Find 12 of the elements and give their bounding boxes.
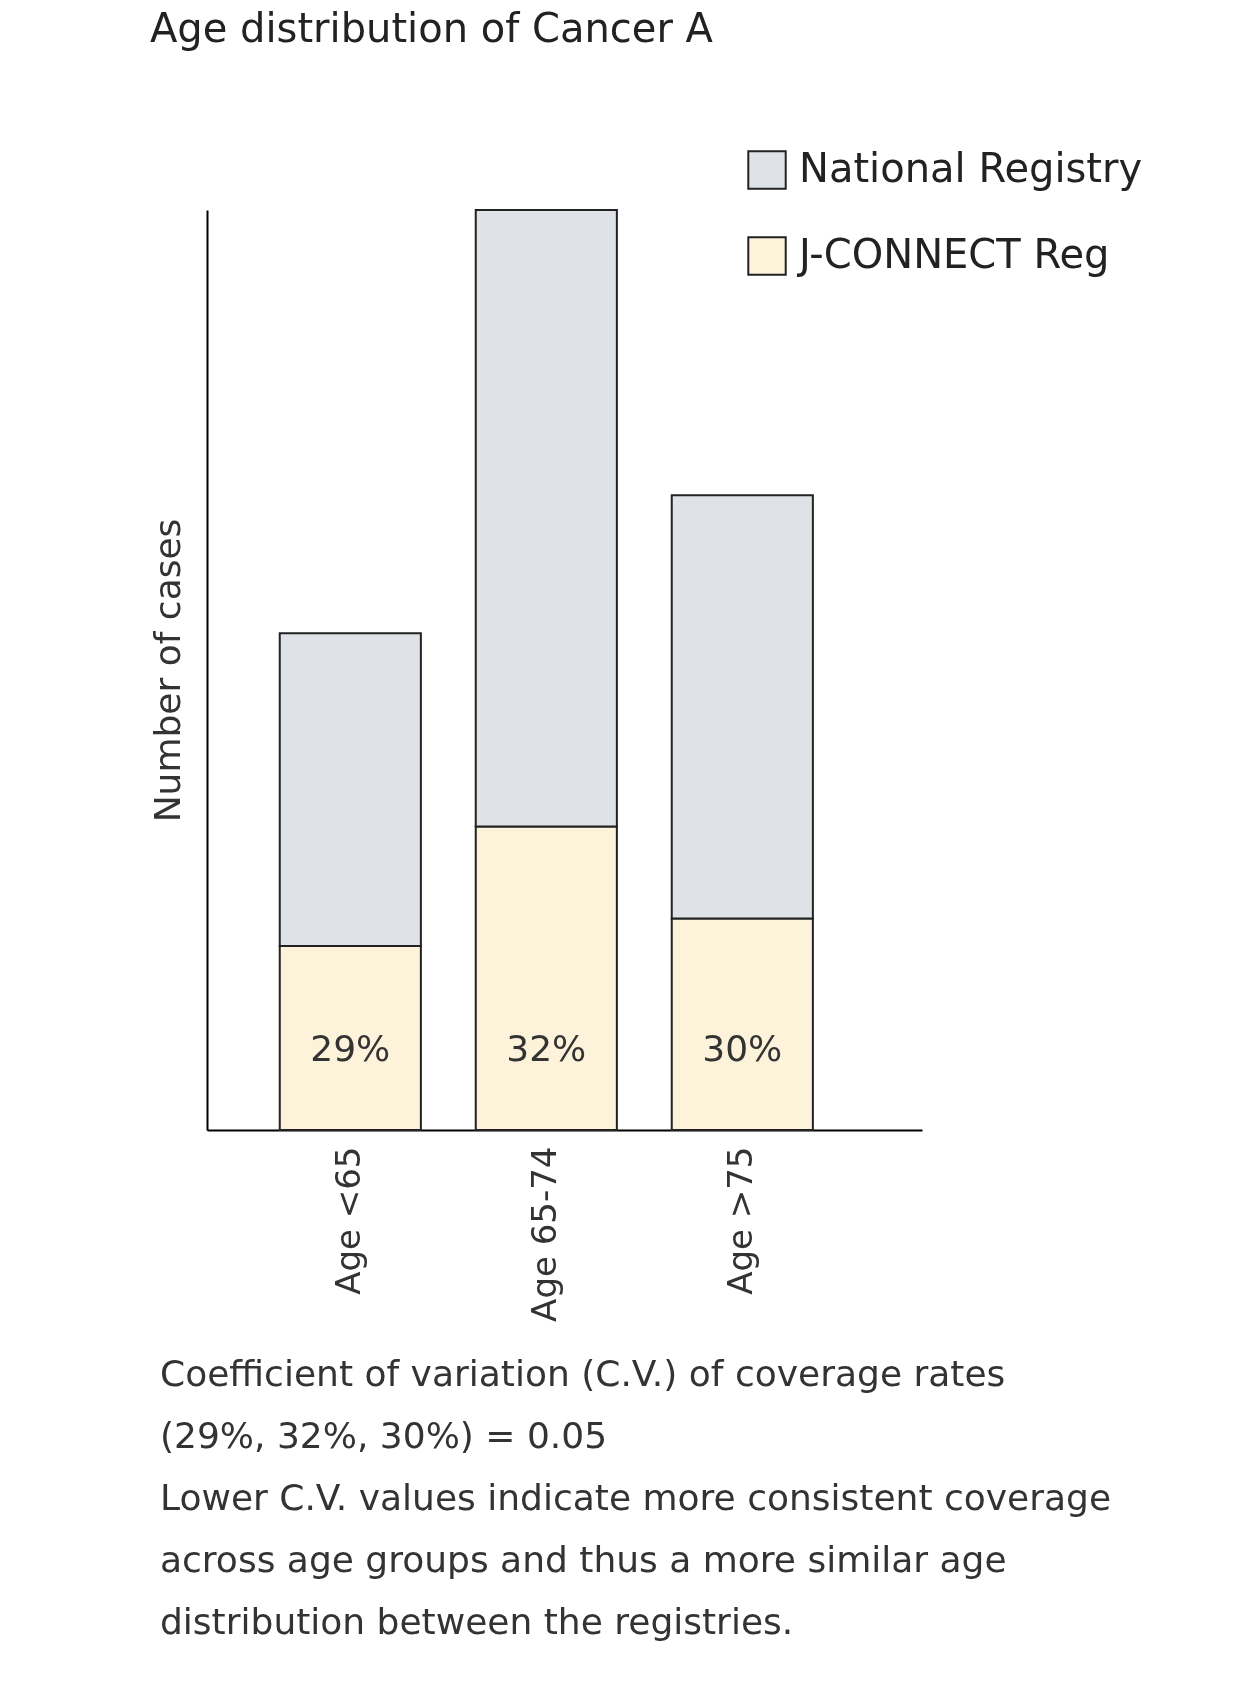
x-tick-label: Age <65 [328,1146,369,1295]
legend-label: National Registry [799,145,1143,191]
annotation: 30% [702,1028,783,1069]
x-tick-label: Age >75 [720,1146,761,1295]
annotation: 32% [506,1028,587,1069]
x-tick-label: Age 65-74 [524,1146,565,1322]
legend-label: J-CONNECT Reg [796,231,1110,277]
chart-title: Age distribution of Cancer A [150,5,714,51]
annotation: 29% [310,1028,391,1069]
text: Lower C.V. values indicate more consistent coverage across age groups and thus a more similar age distribution between the registries. [160,1476,1113,1644]
text: Coefficient of variation (C.V.) of coverage rates (29%, 32%, 30%) = 0.05 [160,1352,1007,1458]
y-axis-title: Number of cases [146,518,188,823]
